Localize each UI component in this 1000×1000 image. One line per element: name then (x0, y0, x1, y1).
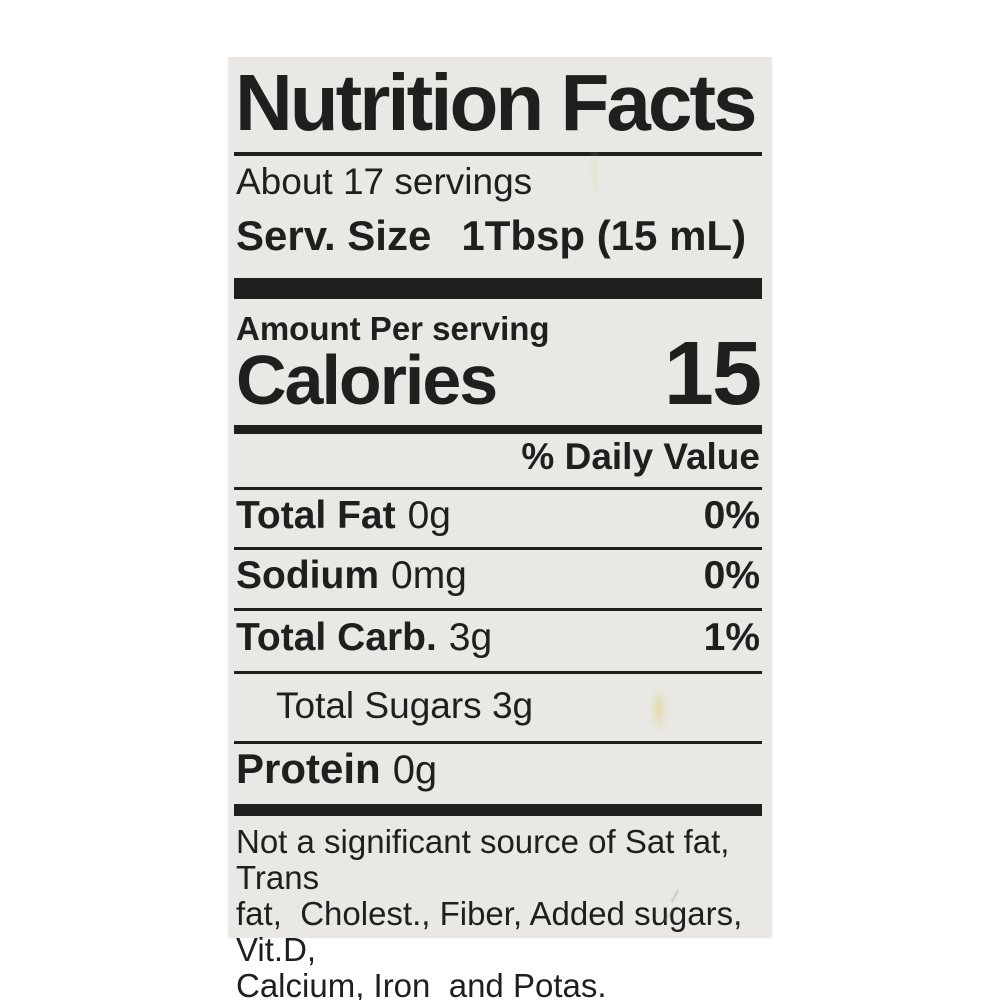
sub-row-total-sugars: Total Sugars 3g (276, 685, 534, 726)
nutrient-row-sodium: Sodium 0mg 0% (236, 556, 760, 595)
row-divider (234, 741, 762, 744)
daily-value-header: % Daily Value (521, 436, 760, 477)
footnote-line: fat, Cholest., Fiber, Added sugars, Vit.… (236, 895, 752, 968)
row-divider (234, 671, 762, 674)
nutrient-row-left: Total Carb. 3g (236, 618, 492, 657)
serving-size-label: Serv. Size (236, 212, 432, 259)
row-divider (234, 608, 762, 611)
nutrient-row-left: Protein 0g (236, 745, 438, 792)
nutrient-name: Total Carb. (236, 616, 437, 659)
nutrient-amount: 0mg (391, 554, 467, 597)
calories-value: 15 (663, 324, 762, 424)
row-divider (234, 487, 762, 490)
nutrient-row-total-carb: Total Carb. 3g 1% (236, 618, 760, 657)
nutrient-name: Protein (236, 745, 381, 792)
nutrient-row-left: Total Fat 0g (236, 496, 451, 535)
nutrient-row-left: Sodium 0mg (236, 556, 467, 595)
nutrient-row-protein: Protein 0g (236, 745, 760, 792)
nutrient-amount: 3g (448, 616, 493, 659)
footnote: Not a significant source of Sat fat, Tra… (236, 824, 764, 1000)
calories-label: Calories (236, 341, 498, 419)
nutrient-daily-value: 0% (703, 554, 760, 597)
title-divider (234, 152, 762, 156)
nutrient-daily-value: 0% (703, 494, 760, 537)
nutrient-amount: 0g (392, 748, 438, 792)
nutrient-row-total-fat: Total Fat 0g 0% (236, 496, 760, 535)
footnote-line: Not a significant source of Sat fat, Tra… (236, 823, 738, 896)
nutrient-amount: 0g (407, 494, 451, 537)
serving-size-row: Serv. Size 1Tbsp (15 mL) (236, 215, 746, 257)
label-title: Nutrition Facts (235, 58, 757, 147)
scan-artifact-yellow-spot (650, 685, 668, 733)
footnote-line: Calcium, Iron and Potas. (236, 967, 607, 1000)
calories-divider (234, 425, 762, 434)
thick-separator-bar-bottom (234, 804, 762, 816)
servings-count: About 17 servings (236, 161, 533, 202)
nutrition-facts-label: Nutrition Facts About 17 servings Serv. … (228, 57, 772, 1000)
thick-separator-bar-top (234, 278, 762, 299)
nutrient-name: Total Fat (236, 494, 396, 537)
row-divider (234, 547, 762, 550)
calories-row: Calories 15 (236, 324, 762, 425)
serving-size-value: 1Tbsp (15 mL) (461, 212, 747, 259)
nutrient-name: Sodium (236, 554, 379, 597)
nutrient-daily-value: 1% (703, 616, 760, 659)
amount-per-serving-label: Amount Per serving (236, 310, 550, 347)
